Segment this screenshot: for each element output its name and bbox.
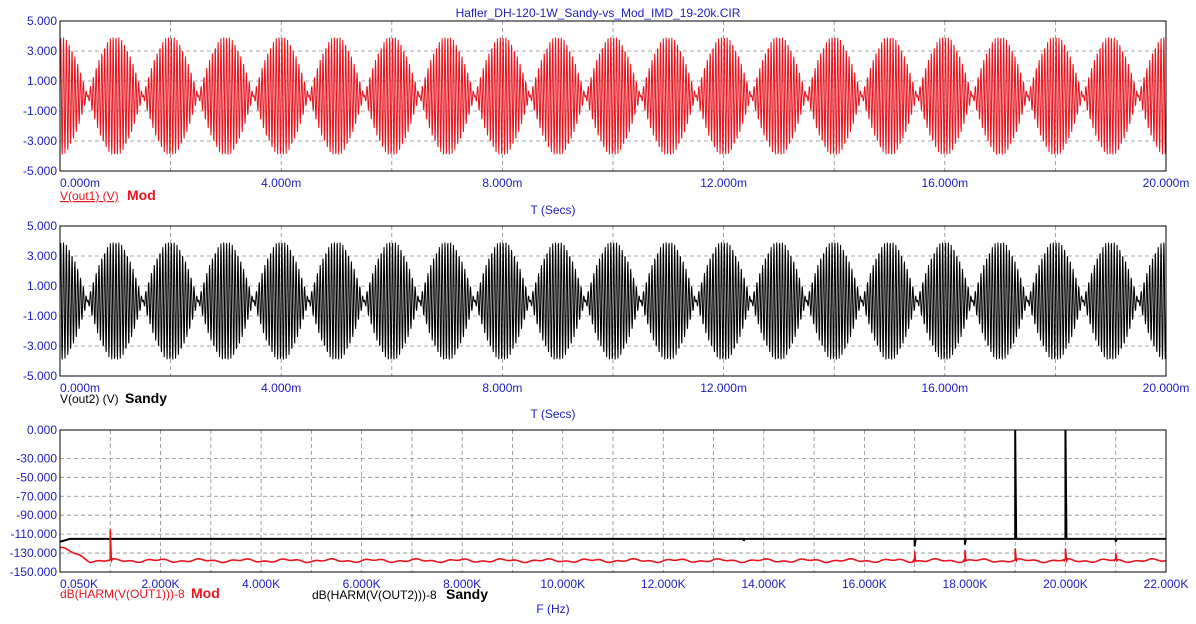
x-tick-label: 12.000m (700, 381, 747, 395)
spectrum-sandy-legend-name: Sandy (446, 586, 488, 602)
spectrum-mod-legend-name: Mod (191, 585, 220, 601)
y-tick-label: 1.000 (27, 74, 57, 88)
y-tick-label: -90.000 (16, 508, 57, 522)
x-tick-label: 12.000m (700, 176, 747, 190)
sandy-plot-frame (59, 225, 1167, 377)
x-tick-label: 22.000K (1144, 577, 1189, 591)
spectrum-sandy-trace-label: dB(HARM(V(OUT2)))-8 (312, 588, 437, 602)
x-tick-label: 10.000K (540, 577, 585, 591)
x-tick-label: 6.000K (343, 577, 381, 591)
y-tick-label: 3.000 (27, 249, 57, 263)
y-tick-label: -3.000 (23, 134, 57, 148)
x-tick-label: 0.000m (60, 381, 100, 395)
sandy-time-x-label: T (Secs) (530, 407, 575, 421)
x-tick-label: 16.000K (842, 577, 887, 591)
y-tick-label: -110.000 (11, 527, 58, 541)
x-tick-label: 20.000m (1143, 381, 1190, 395)
mod-time-x-label: T (Secs) (530, 203, 575, 217)
mod-time-panel: 5.000 3.000 1.000 -1.000 -3.000 -5.000 0.000m… (23, 14, 1189, 217)
mod-time-trace (59, 37, 1167, 155)
x-tick-label: 4.000K (242, 577, 280, 591)
y-tick-label: -5.000 (23, 369, 57, 383)
y-tick-label: -130.000 (10, 546, 58, 560)
spectrum-trace-mod (59, 529, 1167, 564)
x-tick-label: 16.000m (921, 176, 968, 190)
x-tick-label: 18.000K (943, 577, 988, 591)
spectrum-x-label: F (Hz) (536, 602, 569, 616)
y-tick-label: 3.000 (27, 44, 57, 58)
x-tick-label: 14.000K (741, 577, 786, 591)
y-tick-label: -1.000 (23, 309, 57, 323)
y-tick-label: 5.000 (27, 219, 57, 233)
x-tick-label: 0.050K (60, 577, 98, 591)
y-tick-label: -1.000 (23, 104, 57, 118)
sandy-time-panel: 5.000 3.000 1.000 -1.000 -3.000 -5.000 0.000m… (23, 219, 1189, 421)
chart-title: Hafler_DH-120-1W_Sandy-vs_Mod_IMD_19-20k… (456, 6, 741, 20)
x-tick-label: 20.000K (1043, 577, 1088, 591)
mod-legend-name: Mod (127, 187, 156, 203)
x-tick-label: 20.000m (1143, 176, 1190, 190)
y-tick-label: -150.000 (10, 565, 58, 579)
spectrum-plot-frame (59, 429, 1167, 573)
spectrum-mod-trace-label: dB(HARM(V(OUT1)))-8 (60, 587, 185, 601)
sandy-time-trace (59, 242, 1167, 360)
x-tick-label: 8.000m (482, 176, 522, 190)
x-tick-label: 0.000m (60, 176, 100, 190)
x-tick-label: 8.000m (482, 381, 522, 395)
x-tick-label: 16.000m (921, 381, 968, 395)
y-tick-label: 0.000 (27, 423, 57, 437)
sandy-trace-label: V(out2) (V) (60, 392, 119, 406)
x-tick-label: 2.000K (142, 577, 180, 591)
y-tick-label: 1.000 (27, 279, 57, 293)
x-tick-label: 12.000K (641, 577, 686, 591)
x-tick-label: 4.000m (261, 381, 301, 395)
y-tick-label: -5.000 (23, 164, 57, 178)
mod-trace-label: V(out1) (V) (60, 189, 119, 203)
y-tick-label: 5.000 (27, 14, 57, 28)
spectrum-panel: 0.000 -30.000 -50.000 -70.000 -90.000 -110.00… (10, 423, 1189, 616)
spectrum-trace-sandy (59, 429, 1166, 547)
y-tick-label: -30.000 (16, 451, 57, 465)
y-tick-label: -50.000 (16, 470, 57, 484)
x-tick-label: 4.000m (261, 176, 301, 190)
x-tick-label: 8.000K (443, 577, 481, 591)
y-tick-label: -3.000 (23, 339, 57, 353)
mod-plot-frame (59, 20, 1167, 172)
y-tick-label: -70.000 (16, 489, 57, 503)
sandy-legend-name: Sandy (125, 390, 167, 406)
